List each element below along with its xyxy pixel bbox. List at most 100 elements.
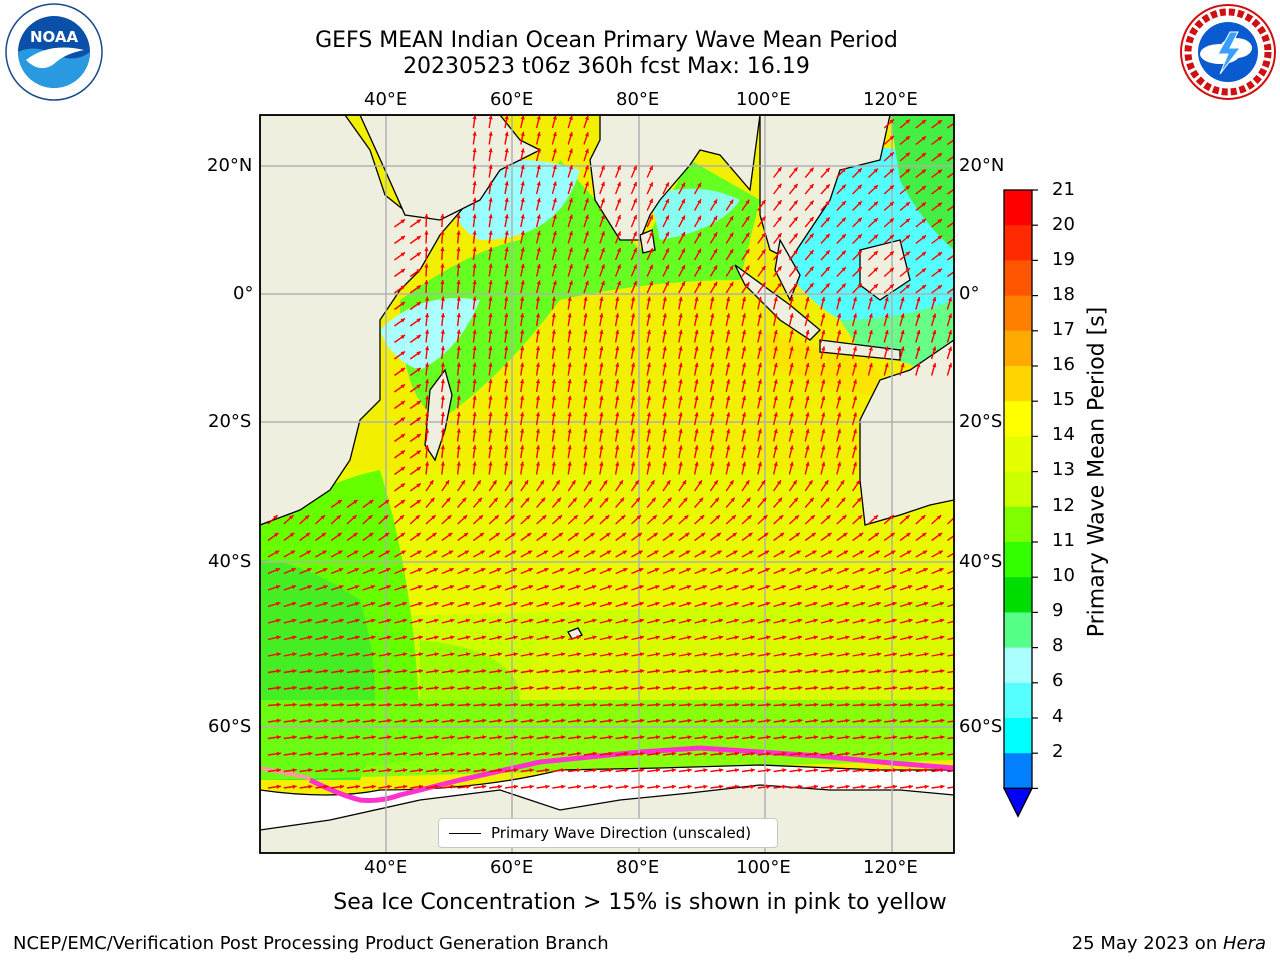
wave-arrow-head bbox=[322, 550, 327, 555]
wave-arrow-head bbox=[479, 532, 484, 537]
colorbar-tick: 9 bbox=[1052, 600, 1064, 621]
wave-arrow-head bbox=[781, 601, 786, 606]
wave-arrow-head bbox=[400, 302, 405, 307]
wave-arrow-head bbox=[766, 735, 771, 740]
wave-arrow-head bbox=[488, 263, 493, 268]
wave-arrow-head bbox=[710, 313, 715, 318]
lon-label-top-40e: 40°E bbox=[364, 89, 408, 110]
wave-arrow-head bbox=[956, 669, 960, 673]
wave-arrow-head bbox=[513, 718, 518, 723]
wave-arrow-head bbox=[560, 652, 566, 657]
wave-arrow-head bbox=[734, 784, 740, 789]
wave-arrow-head bbox=[678, 313, 683, 318]
colorbar-tick: 11 bbox=[1052, 530, 1075, 551]
wave-arrow-head bbox=[608, 735, 613, 740]
wave-arrow-head bbox=[497, 601, 502, 606]
wave-arrow-head bbox=[607, 601, 613, 606]
wave-arrow-head bbox=[905, 218, 910, 223]
wave-arrow-head bbox=[678, 346, 683, 351]
wave-arrow-head bbox=[745, 282, 750, 287]
wave-arrow-head bbox=[793, 249, 798, 255]
wave-arrow-head bbox=[338, 550, 343, 555]
wave-arrow-head bbox=[401, 568, 407, 572]
wave-arrow-head bbox=[371, 702, 376, 707]
wave-arrow-head bbox=[552, 198, 557, 203]
wave-arrow-head bbox=[687, 652, 692, 657]
wave-arrow-head bbox=[684, 515, 689, 520]
wave-arrow-head bbox=[841, 201, 846, 206]
wave-arrow-head bbox=[639, 635, 645, 640]
wave-arrow-head bbox=[845, 685, 850, 691]
wave-arrow-head bbox=[536, 247, 541, 252]
wave-arrow-head bbox=[813, 635, 818, 640]
wave-arrow-head bbox=[649, 165, 653, 171]
wave-arrow-head bbox=[766, 768, 771, 773]
wave-arrow-head bbox=[868, 330, 873, 335]
wave-arrow-head bbox=[757, 313, 762, 318]
wave-arrow-head bbox=[876, 601, 881, 606]
wave-arrow-head bbox=[837, 412, 842, 417]
colorbar-under-triangle bbox=[1002, 787, 1034, 818]
wave-arrow-head bbox=[766, 702, 771, 707]
wave-arrow-head bbox=[592, 618, 597, 623]
wave-arrow-head bbox=[504, 263, 509, 268]
wave-arrow-head bbox=[956, 703, 960, 707]
wave-arrow-head bbox=[560, 585, 565, 590]
wave-arrow-head bbox=[923, 568, 928, 572]
wave-arrow-head bbox=[371, 768, 376, 773]
wave-arrow-head bbox=[777, 167, 782, 172]
wave-arrow-head bbox=[937, 120, 942, 125]
wave-arrow-head bbox=[778, 515, 784, 520]
lon-label-bottom-100e: 100°E bbox=[736, 857, 791, 878]
wave-arrow-head bbox=[424, 313, 430, 318]
wave-arrow-head bbox=[726, 296, 731, 302]
wave-arrow-head bbox=[497, 784, 503, 789]
wave-arrow-head bbox=[416, 467, 421, 472]
wave-arrow-head bbox=[845, 652, 850, 657]
wave-arrow-head bbox=[535, 313, 541, 318]
wave-arrow-head bbox=[400, 417, 405, 422]
wave-arrow-head bbox=[568, 181, 573, 186]
wave-arrow-head bbox=[821, 346, 826, 351]
wave-arrow-head bbox=[655, 685, 661, 691]
wave-arrow-head bbox=[339, 601, 344, 606]
wave-arrow-head bbox=[646, 362, 651, 367]
wave-arrow-head bbox=[424, 346, 430, 351]
wave-arrow-head bbox=[386, 585, 391, 590]
wave-arrow-head bbox=[805, 362, 810, 368]
wave-arrow-head bbox=[710, 445, 715, 450]
wave-arrow-head bbox=[745, 232, 750, 238]
wave-arrow-head bbox=[567, 362, 572, 367]
wave-arrow-head bbox=[662, 445, 667, 450]
wave-arrow-head bbox=[684, 532, 690, 537]
wave-arrow-head bbox=[639, 585, 644, 590]
wave-arrow-head bbox=[782, 702, 787, 707]
wave-arrow-head bbox=[456, 296, 461, 301]
wave-arrow-head bbox=[633, 281, 637, 286]
wave-arrow-head bbox=[400, 532, 405, 537]
wave-arrow-head bbox=[908, 685, 913, 691]
wave-arrow-head bbox=[504, 461, 509, 466]
wave-arrow-head bbox=[821, 329, 826, 335]
wave-arrow-head bbox=[940, 702, 945, 707]
wave-arrow-head bbox=[701, 550, 706, 555]
wave-arrow-head bbox=[717, 550, 722, 555]
wave-arrow-head bbox=[837, 313, 842, 318]
colorbar-segment bbox=[1004, 718, 1032, 754]
colorbar-segment bbox=[1004, 612, 1032, 649]
wave-arrow-head bbox=[750, 669, 755, 674]
wave-arrow-head bbox=[748, 550, 754, 555]
wave-arrow-head bbox=[780, 550, 785, 555]
wave-arrow-head bbox=[852, 461, 857, 467]
wave-arrow-head bbox=[649, 198, 653, 204]
wave-arrow-head bbox=[734, 718, 740, 723]
wave-arrow-head bbox=[450, 702, 455, 707]
wave-arrow-head bbox=[402, 601, 407, 606]
wave-arrow-head bbox=[544, 601, 549, 606]
wave-arrow-head bbox=[497, 652, 502, 657]
wave-arrow-head bbox=[837, 428, 842, 434]
wave-arrow-head bbox=[339, 585, 344, 590]
wave-arrow-head bbox=[529, 652, 534, 657]
wave-arrow-head bbox=[694, 296, 699, 302]
wave-arrow-head bbox=[324, 751, 329, 756]
